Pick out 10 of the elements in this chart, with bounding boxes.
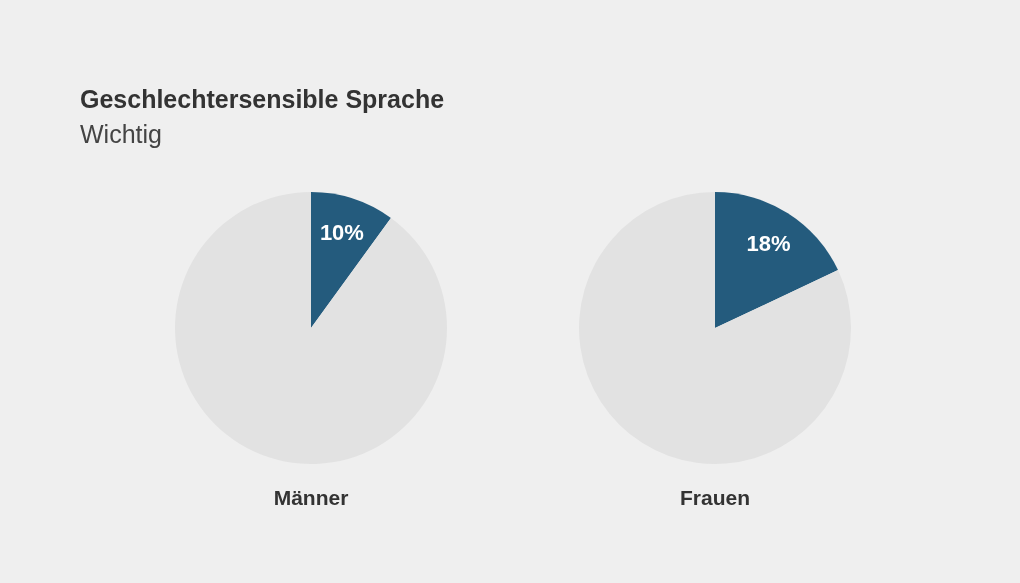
pie-slice xyxy=(579,192,851,464)
pie-slice xyxy=(715,192,839,328)
chart-title: Geschlechtersensible Sprache xyxy=(80,85,445,113)
text: Männer xyxy=(273,486,349,509)
text: Frauen xyxy=(679,486,751,509)
pie-slice xyxy=(311,192,391,328)
data-label: 10% xyxy=(319,219,364,245)
data-label: 18% xyxy=(746,230,791,256)
chart-subtitle: Wichtig xyxy=(80,120,162,148)
pie-slice xyxy=(175,192,447,464)
